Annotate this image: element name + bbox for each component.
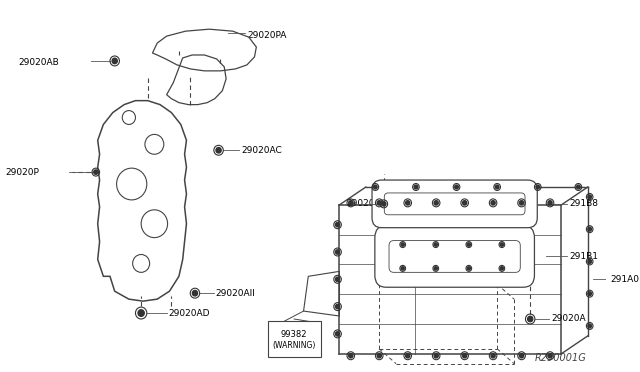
Circle shape [377, 353, 381, 358]
Circle shape [434, 267, 437, 270]
Text: 291A0: 291A0 [611, 275, 639, 284]
Circle shape [588, 195, 591, 199]
Circle shape [463, 201, 467, 205]
Circle shape [335, 304, 340, 309]
Circle shape [500, 243, 504, 246]
Text: 291B8: 291B8 [570, 199, 598, 208]
Text: 29020AII: 29020AII [216, 289, 255, 298]
Circle shape [406, 353, 410, 358]
Circle shape [548, 201, 552, 205]
FancyBboxPatch shape [375, 226, 534, 287]
Circle shape [335, 222, 340, 227]
Circle shape [138, 310, 144, 316]
Circle shape [193, 291, 198, 296]
Circle shape [588, 260, 591, 263]
Circle shape [520, 201, 524, 205]
Circle shape [401, 267, 404, 270]
Circle shape [588, 324, 591, 328]
Text: 29020AA: 29020AA [346, 199, 387, 208]
Circle shape [381, 202, 386, 206]
Text: 29020AB: 29020AB [19, 58, 59, 67]
FancyBboxPatch shape [384, 193, 525, 215]
Circle shape [93, 170, 98, 174]
Circle shape [434, 201, 438, 205]
Text: 29020A: 29020A [551, 314, 586, 324]
FancyBboxPatch shape [372, 180, 537, 228]
Circle shape [491, 353, 495, 358]
Circle shape [577, 185, 580, 189]
Circle shape [548, 353, 552, 358]
Circle shape [588, 292, 591, 296]
Circle shape [335, 332, 340, 336]
FancyBboxPatch shape [389, 241, 520, 272]
Text: 29020AD: 29020AD [168, 308, 210, 318]
Circle shape [434, 353, 438, 358]
Text: 29020P: 29020P [5, 168, 39, 177]
Text: 99382: 99382 [281, 330, 307, 339]
Circle shape [374, 185, 377, 189]
Circle shape [536, 185, 540, 189]
Circle shape [349, 201, 353, 205]
Text: (WARNING): (WARNING) [273, 341, 316, 350]
Circle shape [495, 185, 499, 189]
Circle shape [455, 185, 458, 189]
Circle shape [463, 353, 467, 358]
FancyBboxPatch shape [268, 321, 321, 357]
Circle shape [335, 277, 340, 282]
Circle shape [112, 58, 117, 64]
Circle shape [377, 201, 381, 205]
Circle shape [467, 243, 470, 246]
Circle shape [349, 353, 353, 358]
Text: 291B1: 291B1 [570, 252, 598, 261]
Text: R290001G: R290001G [535, 353, 587, 363]
Circle shape [406, 201, 410, 205]
Circle shape [467, 267, 470, 270]
Circle shape [434, 243, 437, 246]
Circle shape [335, 250, 340, 254]
Circle shape [491, 201, 495, 205]
Circle shape [588, 227, 591, 231]
Circle shape [500, 267, 504, 270]
Circle shape [216, 148, 221, 153]
Text: 29020PA: 29020PA [247, 31, 286, 40]
Circle shape [414, 185, 418, 189]
Circle shape [401, 243, 404, 246]
Text: 29020AC: 29020AC [241, 146, 282, 155]
Circle shape [520, 353, 524, 358]
Circle shape [527, 316, 532, 322]
